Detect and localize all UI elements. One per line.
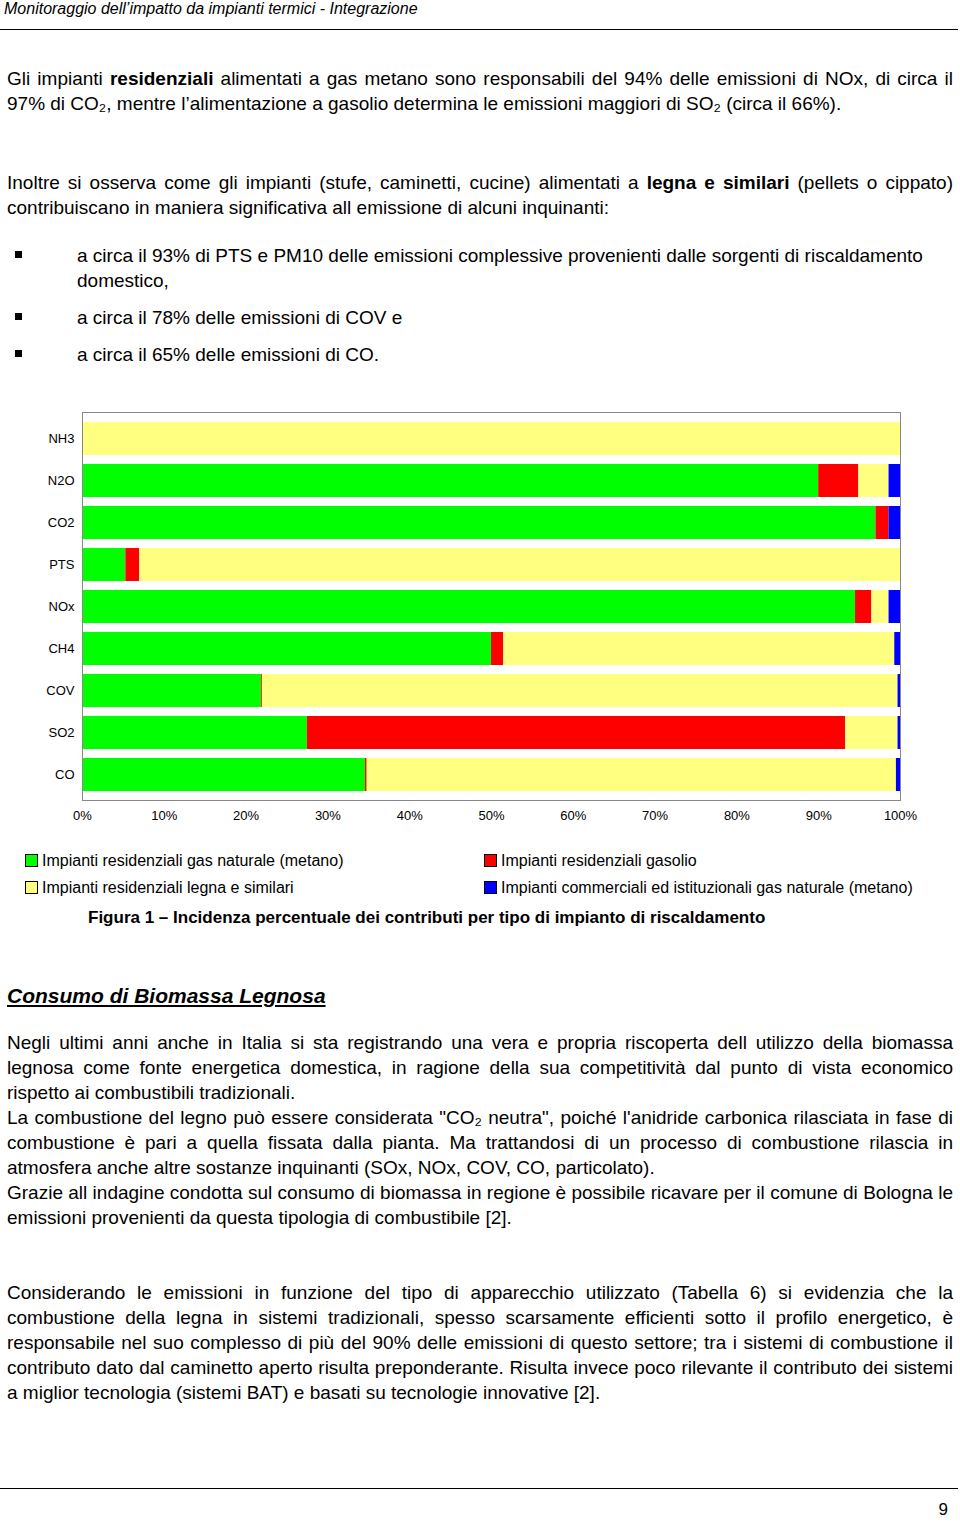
html-text:a circa il 78% delle emissioni: a circa il 78% delle emissioni di COV e <box>77 307 403 328</box>
svg-text:SO2: SO2 <box>48 725 74 740</box>
html-text:Impianti commerciali ed istitu: Impianti commerciali ed istituzionali ga… <box>501 879 913 896</box>
svg-text:NOx: NOx <box>49 599 76 614</box>
svg-text:CO: CO <box>55 767 75 782</box>
html-text:Inoltre si osserva come gli im: Inoltre si osserva come gli impianti (st… <box>7 172 953 218</box>
svg-text:60%: 60% <box>560 808 586 823</box>
svg-text:CO2: CO2 <box>48 515 75 530</box>
svg-text:0%: 0% <box>73 808 92 823</box>
svg-text:80%: 80% <box>724 808 750 823</box>
html-text:9: 9 <box>938 1500 948 1519</box>
html-text:Figura 1 – Incidenza percentua: Figura 1 – Incidenza percentuale dei con… <box>88 908 766 927</box>
html-text:La combustione del legno può e: La combustione del legno può essere cons… <box>7 1107 953 1178</box>
html-text:a circa il 93% di PTS e PM10 d: a circa il 93% di PTS e PM10 delle emiss… <box>77 245 923 291</box>
html-text:a circa il 65% delle emissioni: a circa il 65% delle emissioni di CO. <box>77 344 379 365</box>
svg-text:PTS: PTS <box>49 557 75 572</box>
svg-text:100%: 100% <box>884 808 918 823</box>
svg-text:50%: 50% <box>478 808 504 823</box>
html-text:Monitoraggio dell’impatto da i: Monitoraggio dell’impatto da impianti te… <box>4 0 418 17</box>
html-text:Impianti residenziali gas natu: Impianti residenziali gas naturale (meta… <box>42 852 344 869</box>
svg-text:30%: 30% <box>315 808 341 823</box>
svg-text:COV: COV <box>46 683 75 698</box>
svg-text:CH4: CH4 <box>48 641 74 656</box>
html-text:Gli impianti residenziali alim: Gli impianti residenziali alimentati a g… <box>7 68 953 114</box>
svg-text:90%: 90% <box>806 808 832 823</box>
svg-text:40%: 40% <box>397 808 423 823</box>
svg-text:10%: 10% <box>151 808 177 823</box>
html-text:Grazie all indagine condotta s: Grazie all indagine condotta sul consumo… <box>7 1182 953 1228</box>
svg-text:N2O: N2O <box>48 473 75 488</box>
html-text:Consumo di Biomassa Legnosa: Consumo di Biomassa Legnosa <box>7 984 326 1007</box>
svg-text:20%: 20% <box>233 808 259 823</box>
html-text:Negli ultimi anni anche in Ita: Negli ultimi anni anche in Italia si sta… <box>7 1032 953 1103</box>
svg-text:70%: 70% <box>642 808 668 823</box>
svg-text:NH3: NH3 <box>48 431 74 446</box>
html-text:Impianti residenziali gasolio: Impianti residenziali gasolio <box>501 852 697 869</box>
html-text:Impianti residenziali legna e: Impianti residenziali legna e similari <box>42 879 294 896</box>
html-text:Considerando le emissioni in f: Considerando le emissioni in funzione de… <box>7 1282 953 1403</box>
